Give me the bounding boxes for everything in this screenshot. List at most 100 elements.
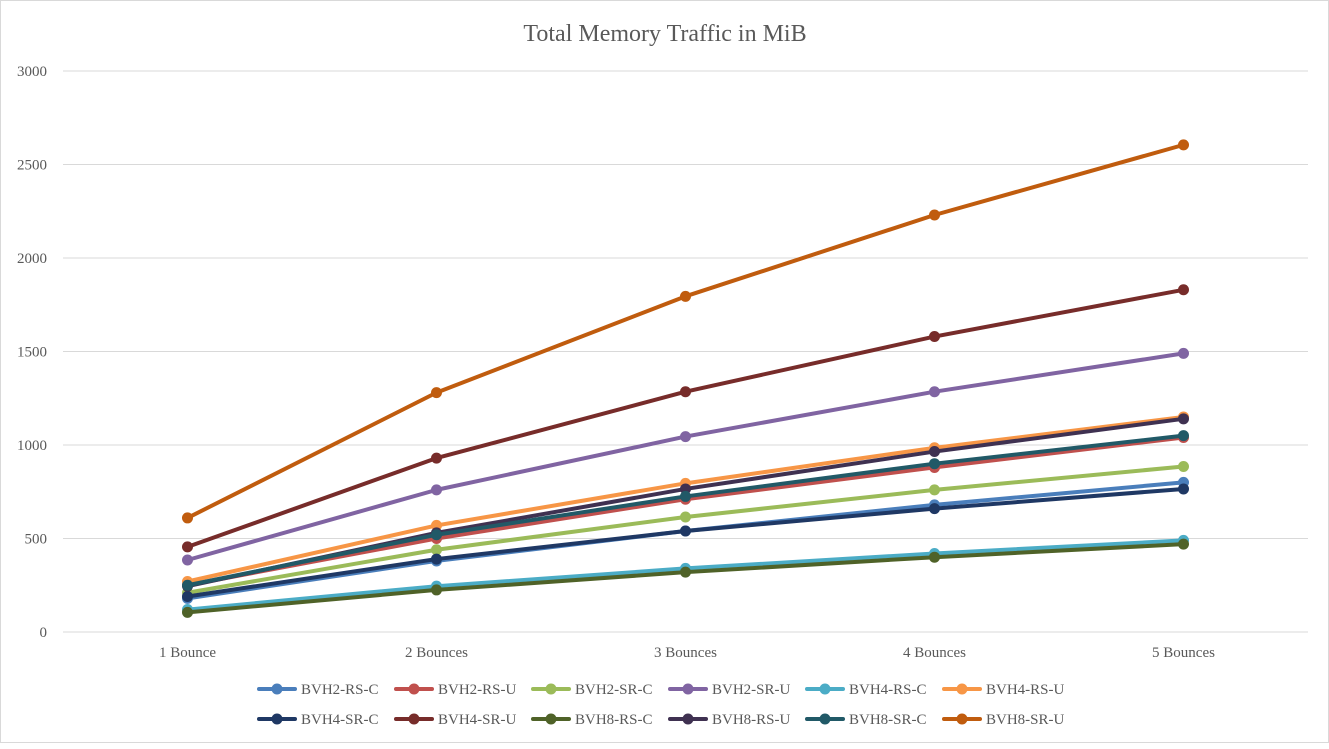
series-line — [185, 287, 1186, 549]
series-line — [185, 433, 1186, 588]
legend-label: BVH4-SR-C — [301, 712, 379, 728]
y-tick-label: 0 — [40, 625, 48, 641]
series-bvh4-sr-c — [182, 483, 1189, 602]
legend-item: BVH4-RS-U — [942, 682, 1065, 698]
legend-swatch-marker — [545, 713, 557, 725]
legend-label: BVH2-RS-U — [438, 682, 517, 698]
data-point — [431, 387, 442, 399]
legend-swatch-marker — [271, 713, 283, 725]
series-bvh8-rs-c — [182, 538, 1189, 618]
data-point — [431, 553, 442, 565]
x-tick-label: 4 Bounces — [903, 645, 966, 661]
data-point — [1178, 413, 1189, 425]
legend-label: BVH2-SR-U — [712, 682, 791, 698]
legend-swatch-marker — [819, 683, 831, 695]
legend-swatch-marker — [682, 713, 694, 725]
legend-label: BVH2-RS-C — [301, 682, 379, 698]
data-point — [182, 590, 193, 602]
legend: BVH2-RS-C BVH2-RS-U BVH2-SR-C BVH2-SR-U BVH4… — [257, 682, 1065, 728]
data-point — [680, 431, 691, 443]
legend-label: BVH8-SR-C — [849, 712, 927, 728]
x-axis: 1 Bounce 2 Bounces 3 Bounces 4 Bounces 5 Bou… — [159, 645, 1215, 661]
data-point — [929, 458, 940, 470]
data-point — [182, 579, 193, 591]
data-point — [431, 544, 442, 556]
x-tick-label: 5 Bounces — [1152, 645, 1215, 661]
legend-swatch-marker — [956, 683, 968, 695]
legend-item: BVH2-SR-C — [531, 682, 653, 698]
legend-label: BVH2-SR-C — [575, 682, 653, 698]
y-tick-label: 500 — [25, 532, 48, 548]
legend-item: BVH2-RS-C — [257, 682, 379, 698]
legend-swatch-marker — [408, 683, 420, 695]
data-point — [1178, 347, 1189, 359]
legend-label: BVH4-RS-C — [849, 682, 927, 698]
data-point — [431, 529, 442, 541]
data-point — [929, 446, 940, 458]
data-point — [680, 566, 691, 578]
data-point — [1178, 430, 1189, 442]
legend-label: BVH8-RS-U — [712, 712, 791, 728]
legend-item: BVH4-RS-C — [805, 682, 927, 698]
data-point — [431, 584, 442, 596]
data-point — [929, 209, 940, 221]
x-tick-label: 2 Bounces — [405, 645, 468, 661]
data-point — [182, 554, 193, 566]
legend-swatch-marker — [408, 713, 420, 725]
legend-item: BVH4-SR-U — [394, 712, 517, 728]
legend-item: BVH2-SR-U — [668, 682, 791, 698]
y-tick-label: 3000 — [17, 64, 47, 80]
y-tick-label: 2500 — [17, 158, 47, 174]
legend-swatch-marker — [819, 713, 831, 725]
legend-item: BVH8-RS-C — [531, 712, 653, 728]
legend-label: BVH4-SR-U — [438, 712, 517, 728]
y-tick-label: 1000 — [17, 438, 47, 454]
legend-swatch-marker — [271, 683, 283, 695]
series-bvh2-sr-c — [182, 461, 1189, 599]
data-point — [431, 452, 442, 464]
x-tick-label: 3 Bounces — [654, 645, 717, 661]
legend-item: BVH8-RS-U — [668, 712, 791, 728]
data-point — [680, 490, 691, 502]
legend-item: BVH4-SR-C — [257, 712, 379, 728]
series-bvh2-sr-u — [182, 347, 1189, 566]
legend-swatch-marker — [545, 683, 557, 695]
series-bvh8-sr-u — [182, 139, 1189, 524]
legend-swatch-marker — [682, 683, 694, 695]
data-point — [1178, 284, 1189, 296]
data-point — [680, 525, 691, 537]
series-bvh4-sr-u — [182, 284, 1189, 553]
data-point — [1178, 538, 1189, 550]
legend-label: BVH8-RS-C — [575, 712, 653, 728]
y-tick-label: 2000 — [17, 251, 47, 267]
data-point — [182, 512, 193, 524]
legend-label: BVH4-RS-U — [986, 682, 1065, 698]
y-tick-label: 1500 — [17, 345, 47, 361]
chart-title: Total Memory Traffic in MiB — [523, 21, 806, 47]
data-point — [1178, 461, 1189, 473]
x-tick-label: 1 Bounce — [159, 645, 216, 661]
data-point — [1178, 139, 1189, 151]
legend-item: BVH8-SR-U — [942, 712, 1065, 728]
y-axis: 0 500 1000 1500 2000 2500 3000 — [17, 64, 47, 641]
data-point — [680, 290, 691, 302]
legend-label: BVH8-SR-U — [986, 712, 1065, 728]
legend-swatch-marker — [956, 713, 968, 725]
data-point — [929, 484, 940, 496]
data-point — [929, 551, 940, 563]
data-point — [1178, 483, 1189, 495]
series-group — [182, 139, 1189, 618]
data-point — [431, 484, 442, 496]
series-line — [185, 486, 1186, 599]
legend-item: BVH8-SR-C — [805, 712, 927, 728]
data-point — [182, 606, 193, 618]
series-bvh8-sr-c — [182, 430, 1189, 591]
data-point — [680, 386, 691, 398]
legend-item: BVH2-RS-U — [394, 682, 517, 698]
series-line — [185, 142, 1186, 520]
data-point — [182, 541, 193, 553]
data-point — [929, 386, 940, 398]
data-point — [680, 511, 691, 523]
